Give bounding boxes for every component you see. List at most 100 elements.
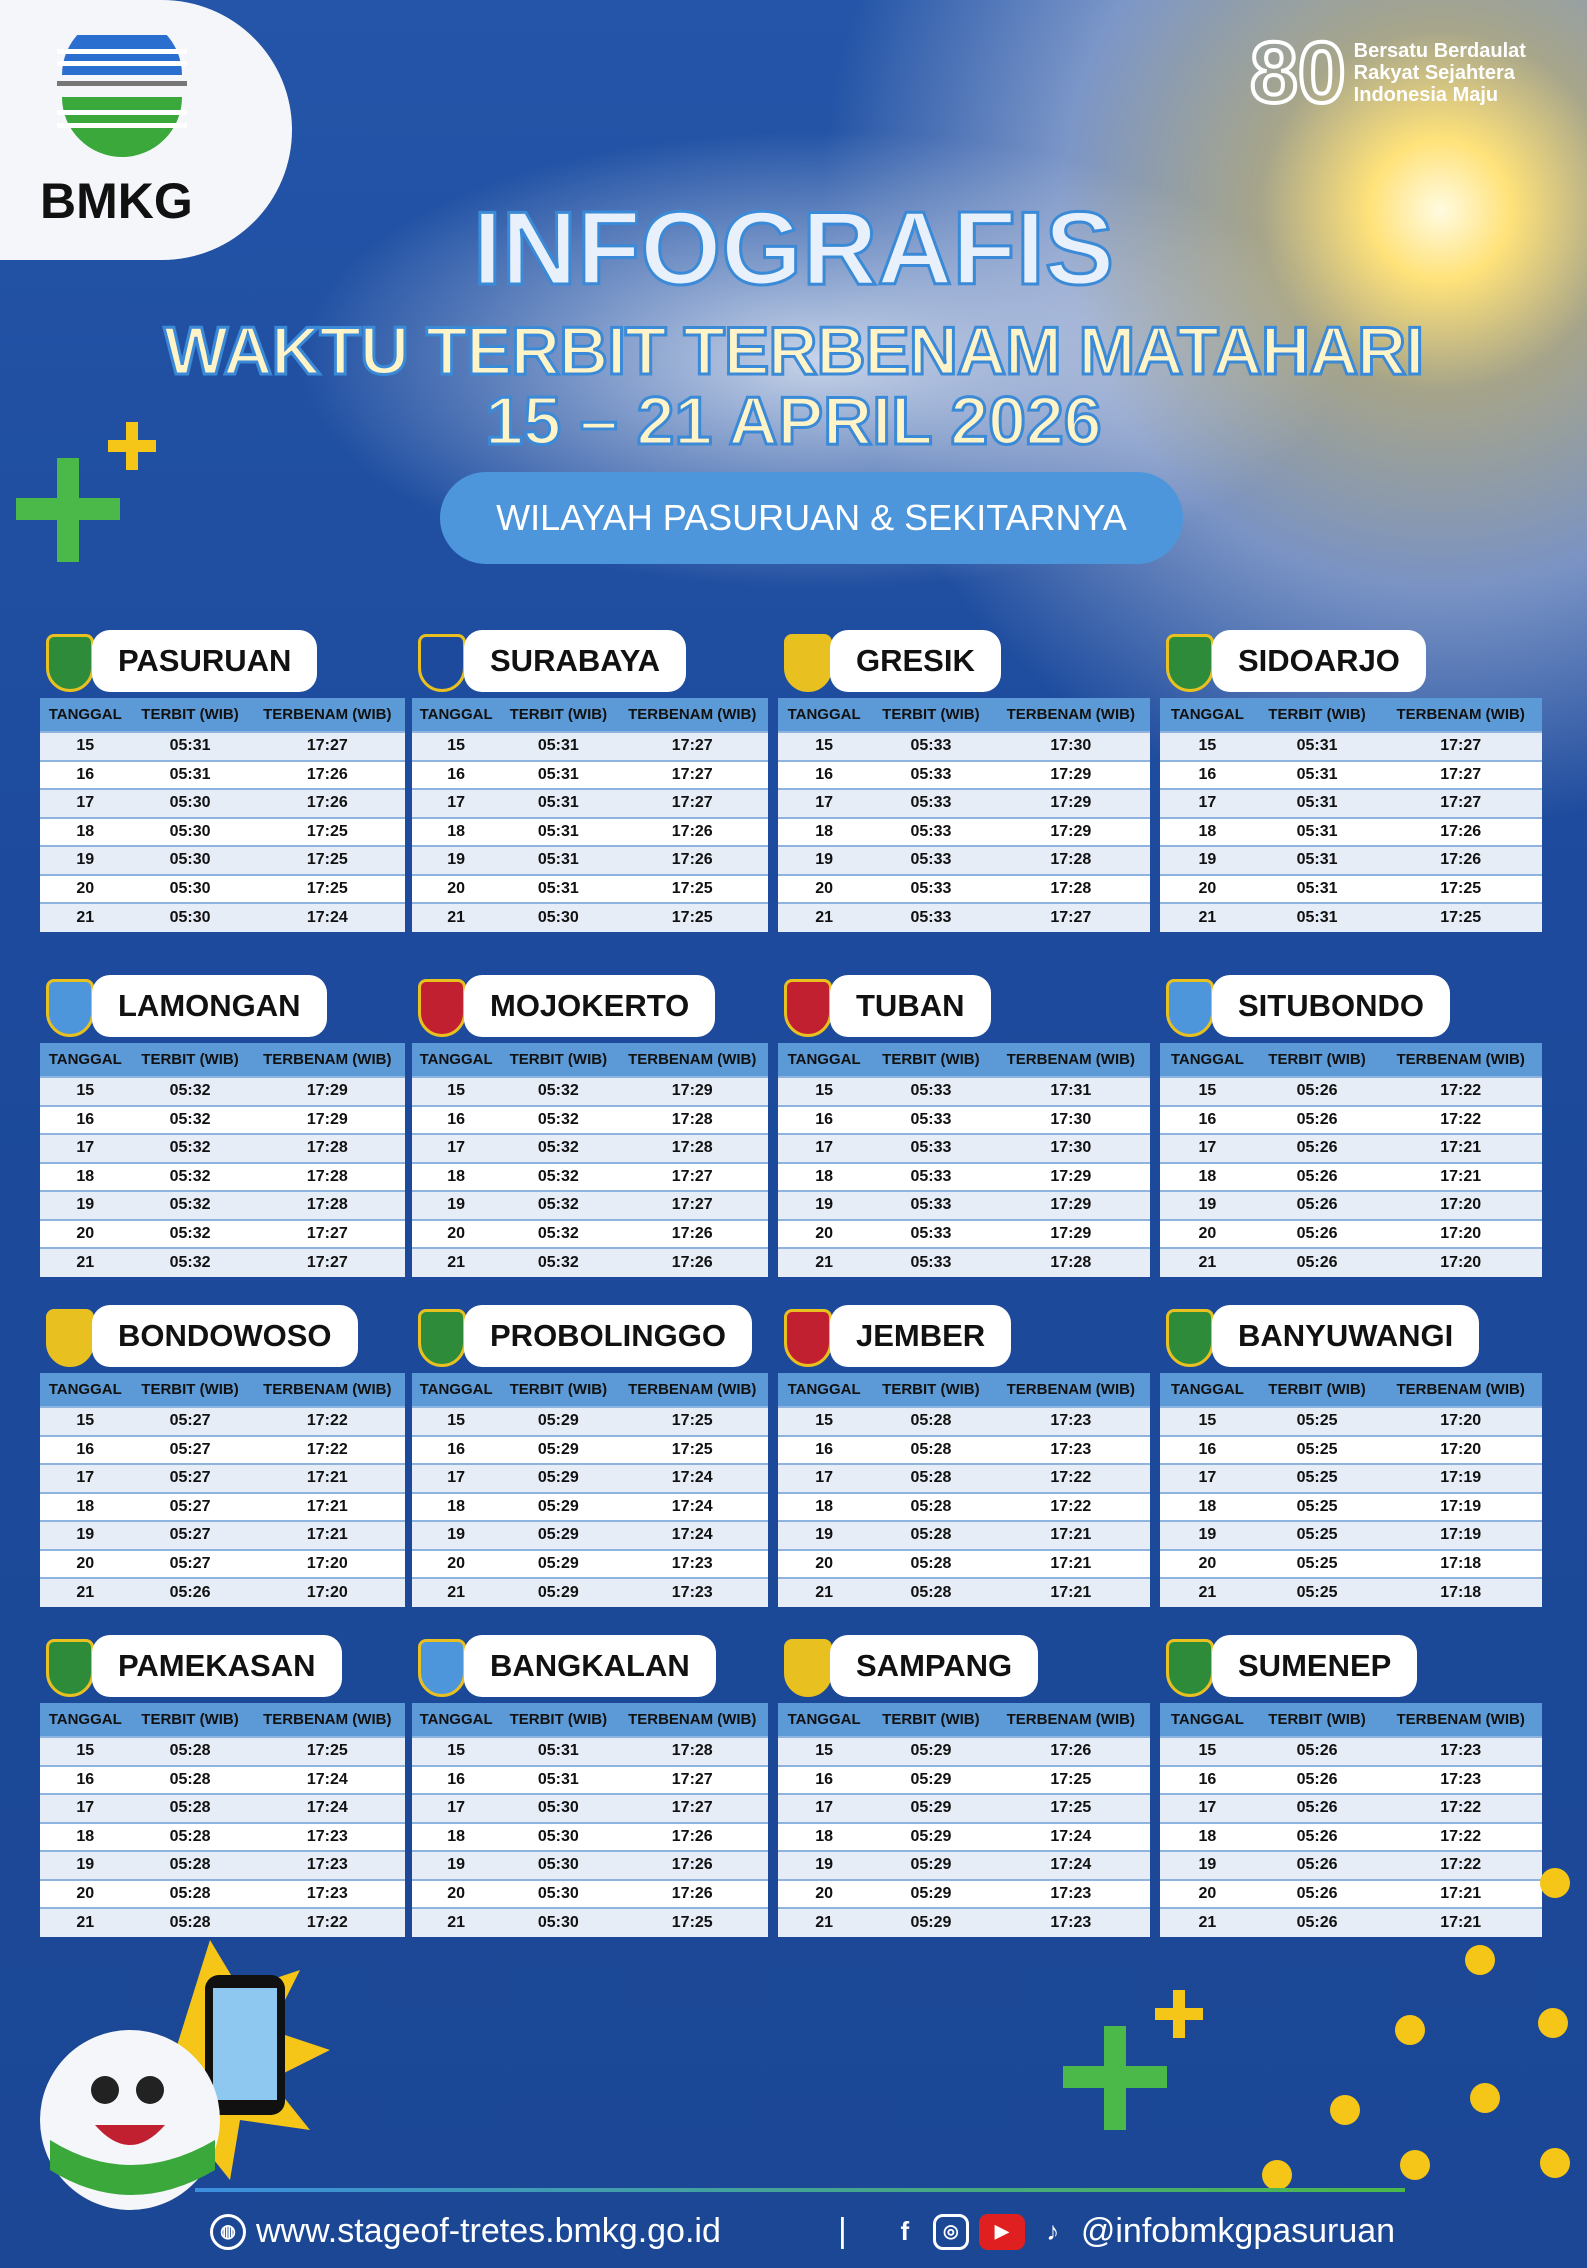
column-header: TERBIT (WIB) xyxy=(1254,698,1380,732)
table-row: 21 05:30 17:25 xyxy=(412,902,768,932)
city-name: SURABAYA xyxy=(464,630,686,692)
date-cell: 16 xyxy=(1160,1434,1255,1464)
sunrise-cell: 05:31 xyxy=(500,759,617,789)
table-row: 16 05:28 17:23 xyxy=(778,1434,1150,1464)
table-row: 15 05:31 17:27 xyxy=(1160,731,1542,761)
sunset-cell: 17:27 xyxy=(1379,759,1542,789)
sunset-cell: 17:27 xyxy=(249,1247,405,1277)
city-card: JEMBER TANGGAL TERBIT (WIB) TERBENAM (WIB) 1… xyxy=(778,1305,1150,1607)
sunrise-cell: 05:26 xyxy=(1254,1218,1380,1248)
sunrise-cell: 05:33 xyxy=(870,1190,992,1220)
sunset-cell: 17:24 xyxy=(616,1520,768,1550)
sunrise-cell: 05:31 xyxy=(1254,788,1380,818)
sunset-cell: 17:29 xyxy=(249,1104,405,1134)
sunrise-cell: 05:29 xyxy=(870,1878,992,1908)
sunset-cell: 17:26 xyxy=(616,816,768,846)
sunset-cell: 17:19 xyxy=(1379,1491,1542,1521)
date-cell: 21 xyxy=(40,1247,131,1277)
city-card: PAMEKASAN TANGGAL TERBIT (WIB) TERBENAM (WI… xyxy=(40,1635,405,1937)
city-card: BONDOWOSO TANGGAL TERBIT (WIB) TERBENAM (WI… xyxy=(40,1305,405,1607)
sunset-cell: 17:21 xyxy=(991,1520,1150,1550)
date-cell: 19 xyxy=(778,845,871,875)
date-cell: 19 xyxy=(778,1190,871,1220)
sunset-cell: 17:22 xyxy=(249,1406,405,1436)
sunrise-cell: 05:28 xyxy=(130,1764,250,1794)
date-cell: 18 xyxy=(1160,1161,1255,1191)
column-header: TANGGAL xyxy=(40,1043,131,1077)
sunrise-cell: 05:26 xyxy=(1254,1076,1380,1106)
youtube-icon[interactable]: ▶ xyxy=(978,2213,1025,2250)
table-row: 17 05:33 17:30 xyxy=(778,1133,1150,1163)
table-row: 20 05:27 17:20 xyxy=(40,1548,405,1578)
sunset-cell: 17:25 xyxy=(1379,902,1542,932)
date-cell: 17 xyxy=(778,1793,871,1823)
date-cell: 21 xyxy=(778,1907,871,1937)
table-row: 21 05:28 17:22 xyxy=(40,1907,405,1937)
sunset-cell: 17:27 xyxy=(616,1793,768,1823)
sunset-cell: 17:23 xyxy=(249,1878,405,1908)
sunrise-cell: 05:32 xyxy=(500,1218,617,1248)
column-header: TERBIT (WIB) xyxy=(870,698,992,732)
sunrise-cell: 05:31 xyxy=(130,731,250,761)
sunrise-cell: 05:33 xyxy=(870,1104,992,1134)
date-cell: 16 xyxy=(778,1434,871,1464)
footer-social: | f ◎ ▶ ♪ @infobmkgpasuruan xyxy=(838,2212,1395,2251)
table-row: 20 05:31 17:25 xyxy=(412,873,768,903)
sunset-cell: 17:29 xyxy=(616,1076,768,1106)
table-row: 17 05:30 17:26 xyxy=(40,788,405,818)
table-row: 17 05:29 17:24 xyxy=(412,1463,768,1493)
website-link[interactable]: www.stageof-tretes.bmkg.go.id xyxy=(256,2212,721,2250)
sunrise-cell: 05:26 xyxy=(1254,1247,1380,1277)
sunset-cell: 17:21 xyxy=(991,1548,1150,1578)
column-header: TANGGAL xyxy=(40,698,131,732)
date-cell: 16 xyxy=(40,759,131,789)
sunset-cell: 17:29 xyxy=(991,1161,1150,1191)
sunset-cell: 17:27 xyxy=(991,902,1150,932)
date-cell: 15 xyxy=(40,1736,131,1766)
table-row: 17 05:27 17:21 xyxy=(40,1463,405,1493)
sunrise-cell: 05:31 xyxy=(130,759,250,789)
sunrise-cell: 05:29 xyxy=(870,1907,992,1937)
sun-times-table: TANGGAL TERBIT (WIB) TERBENAM (WIB) 15 05:31… xyxy=(412,1703,768,1937)
sunset-cell: 17:24 xyxy=(249,1764,405,1794)
table-row: 19 05:26 17:20 xyxy=(1160,1190,1542,1220)
dot-decoration xyxy=(1540,1868,1570,1898)
sunset-cell: 17:25 xyxy=(616,1406,768,1436)
date-cell: 18 xyxy=(412,816,501,846)
sunrise-cell: 05:29 xyxy=(500,1406,617,1436)
date-cell: 21 xyxy=(40,902,131,932)
sunset-cell: 17:25 xyxy=(991,1764,1150,1794)
table-row: 19 05:33 17:28 xyxy=(778,845,1150,875)
column-header: TERBENAM (WIB) xyxy=(991,1703,1150,1737)
instagram-icon[interactable]: ◎ xyxy=(932,2213,969,2250)
column-header: TERBENAM (WIB) xyxy=(1379,1703,1542,1737)
column-header: TANGGAL xyxy=(1160,1043,1255,1077)
date-cell: 16 xyxy=(1160,1764,1255,1794)
sunset-cell: 17:31 xyxy=(991,1076,1150,1106)
sunrise-cell: 05:32 xyxy=(130,1218,250,1248)
table-row: 15 05:29 17:25 xyxy=(412,1406,768,1436)
tiktok-icon[interactable]: ♪ xyxy=(1046,2216,1060,2246)
city-name: BANYUWANGI xyxy=(1212,1305,1480,1367)
column-header: TERBENAM (WIB) xyxy=(616,1043,768,1077)
sun-times-table: TANGGAL TERBIT (WIB) TERBENAM (WIB) 15 05:29… xyxy=(778,1703,1150,1937)
date-cell: 15 xyxy=(40,731,131,761)
footer-website[interactable]: ◍ www.stageof-tretes.bmkg.go.id xyxy=(210,2212,721,2251)
sunset-cell: 17:22 xyxy=(991,1491,1150,1521)
page-title: INFOGRAFIS xyxy=(471,190,1115,309)
sunset-cell: 17:30 xyxy=(991,1104,1150,1134)
sunrise-cell: 05:30 xyxy=(130,902,250,932)
sunset-cell: 17:26 xyxy=(616,1247,768,1277)
column-header: TERBIT (WIB) xyxy=(130,1373,250,1407)
table-row: 18 05:26 17:22 xyxy=(1160,1821,1542,1851)
table-row: 15 05:31 17:27 xyxy=(412,731,768,761)
sunset-cell: 17:28 xyxy=(249,1161,405,1191)
sunset-cell: 17:24 xyxy=(991,1850,1150,1880)
date-cell: 17 xyxy=(778,1463,871,1493)
sunrise-cell: 05:32 xyxy=(130,1247,250,1277)
table-row: 21 05:33 17:28 xyxy=(778,1247,1150,1277)
facebook-icon[interactable]: f xyxy=(900,2216,910,2246)
table-row: 15 05:29 17:26 xyxy=(778,1736,1150,1766)
social-handle[interactable]: @infobmkgpasuruan xyxy=(1080,2212,1396,2250)
column-header: TERBIT (WIB) xyxy=(870,1043,992,1077)
